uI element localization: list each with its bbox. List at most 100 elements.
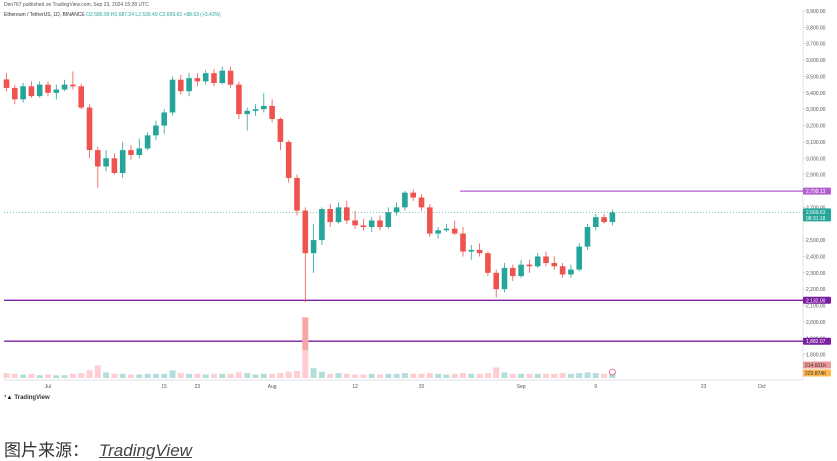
candle-body[interactable]	[3, 79, 10, 88]
candle-body[interactable]	[501, 267, 508, 290]
candle-body[interactable]	[28, 86, 35, 97]
candle-body[interactable]	[310, 240, 317, 254]
candle-body[interactable]	[352, 220, 358, 226]
candle-body[interactable]	[128, 150, 134, 155]
candle-body[interactable]	[178, 79, 184, 92]
volume-bar	[401, 373, 408, 378]
candle-body[interactable]	[360, 225, 367, 227]
y-tick-label: 2,900.00	[806, 173, 826, 179]
candle-body[interactable]	[609, 212, 616, 223]
candle-body[interactable]	[385, 212, 392, 227]
y-tick-label: 3,200.00	[806, 124, 826, 130]
candle-body[interactable]	[518, 264, 524, 277]
x-tick-label: Sep	[517, 384, 526, 390]
candle-body[interactable]	[526, 264, 533, 267]
candle-body[interactable]	[460, 233, 466, 252]
y-tick-label: 3,900.00	[806, 9, 826, 15]
candle-body[interactable]	[410, 192, 416, 198]
candle-body[interactable]	[194, 78, 201, 82]
candle-body[interactable]	[568, 269, 574, 275]
candle-body[interactable]	[70, 84, 76, 87]
candle-body[interactable]	[418, 197, 425, 208]
candle-body[interactable]	[559, 266, 566, 275]
candle-body[interactable]	[244, 110, 250, 115]
candle-body[interactable]	[169, 79, 176, 113]
candle-body[interactable]	[377, 220, 383, 227]
candle-body[interactable]	[144, 135, 151, 149]
volume-bar	[518, 373, 525, 378]
candle-body[interactable]	[12, 87, 18, 100]
caption-source-link[interactable]: TradingView	[99, 441, 192, 460]
candle-body[interactable]	[335, 207, 342, 223]
candle-body[interactable]	[95, 150, 101, 167]
candle-body[interactable]	[186, 78, 192, 92]
volume-bar	[327, 373, 334, 378]
candle-body[interactable]	[551, 263, 558, 267]
volume-bar	[559, 373, 566, 378]
candle-body[interactable]	[601, 217, 607, 223]
current-price-tag	[803, 208, 831, 222]
candle-body[interactable]	[111, 158, 118, 173]
x-tick-label: 23	[195, 384, 201, 390]
candle-body[interactable]	[261, 105, 267, 110]
candle-body[interactable]	[485, 253, 491, 273]
symbol-name: Ethereum / TetherUS, 1D, BINANCE	[4, 12, 85, 18]
candle-body[interactable]	[476, 249, 483, 254]
candle-body[interactable]	[593, 217, 599, 227]
candle-body[interactable]	[344, 207, 350, 221]
volume-bar	[277, 373, 284, 378]
candle-body[interactable]	[493, 272, 499, 290]
candle-body[interactable]	[236, 84, 242, 115]
level-tag-support-1	[803, 296, 831, 304]
candle-body[interactable]	[202, 73, 209, 82]
candle-body[interactable]	[427, 207, 433, 234]
candle-body[interactable]	[435, 230, 441, 234]
candle-body[interactable]	[543, 256, 549, 263]
candle-body[interactable]	[277, 119, 284, 142]
candle-body[interactable]	[327, 209, 333, 223]
candle-body[interactable]	[227, 70, 234, 85]
candle-body[interactable]	[36, 84, 43, 97]
candle-body[interactable]	[285, 141, 292, 178]
candle-body[interactable]	[119, 150, 126, 173]
candle-body[interactable]	[61, 84, 68, 90]
tradingview-logo[interactable]: ⁷▲ TradingView	[4, 395, 50, 401]
caption-label: 图片来源：	[4, 441, 89, 461]
candle-body[interactable]	[368, 220, 375, 227]
y-tick-label: 3,300.00	[806, 107, 826, 113]
candle-body[interactable]	[78, 86, 84, 108]
candle-body[interactable]	[443, 228, 450, 231]
x-tick-label: 15	[161, 384, 167, 390]
level-label-support-2: 1,882.07	[806, 339, 826, 345]
candle-body[interactable]	[294, 177, 300, 211]
volume-bar	[45, 374, 51, 378]
volume-bar	[443, 374, 450, 378]
candle-body[interactable]	[584, 227, 591, 247]
candle-body[interactable]	[269, 105, 275, 119]
candle-body[interactable]	[20, 86, 26, 100]
candle-body[interactable]	[302, 210, 309, 254]
candlestick-chart[interactable]: 3,900.00 3,800.00 3,700.00 3,600.00 3,500.00…	[0, 0, 837, 408]
level-tag-resistance	[803, 187, 831, 195]
alert-marker-icon[interactable]	[609, 368, 616, 376]
candle-body[interactable]	[45, 84, 51, 93]
candle-body[interactable]	[510, 267, 516, 277]
candle-body[interactable]	[393, 207, 400, 213]
candle-body[interactable]	[319, 209, 325, 241]
candle-body[interactable]	[103, 158, 109, 167]
volume-bar	[202, 374, 209, 378]
candle-body[interactable]	[576, 246, 582, 270]
volume-bar	[103, 372, 110, 378]
candle-body[interactable]	[161, 112, 167, 126]
candle-body[interactable]	[451, 228, 458, 234]
candle-body[interactable]	[219, 70, 226, 83]
candle-body[interactable]	[136, 148, 143, 155]
candle-body[interactable]	[252, 109, 259, 111]
candle-body[interactable]	[53, 89, 60, 93]
candle-body[interactable]	[153, 125, 159, 136]
candle-body[interactable]	[534, 256, 541, 267]
candle-body[interactable]	[468, 249, 475, 252]
candle-body[interactable]	[211, 73, 217, 83]
candle-body[interactable]	[402, 192, 408, 208]
candle-body[interactable]	[86, 107, 93, 151]
